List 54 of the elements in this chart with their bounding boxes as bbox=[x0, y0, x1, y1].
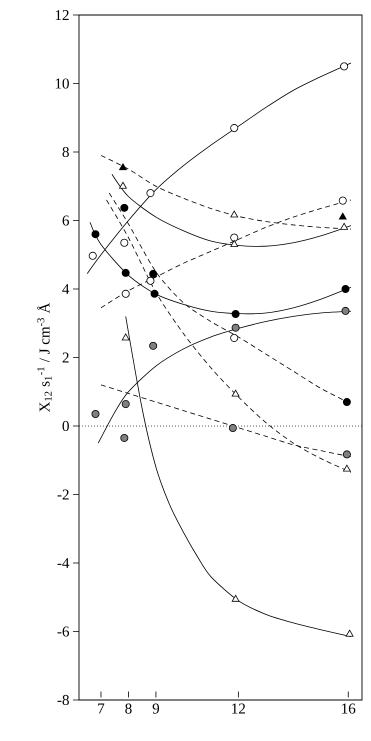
point bbox=[150, 290, 159, 298]
point bbox=[119, 163, 127, 170]
y-tick-label: 6 bbox=[62, 215, 70, 226]
point bbox=[346, 630, 354, 637]
point bbox=[230, 210, 238, 218]
point bbox=[342, 306, 350, 315]
point bbox=[230, 234, 238, 242]
point bbox=[342, 450, 351, 458]
point bbox=[119, 182, 127, 189]
point bbox=[343, 464, 351, 472]
point bbox=[342, 398, 351, 406]
point bbox=[120, 434, 128, 442]
point bbox=[230, 240, 238, 247]
y-tick-label: -6 bbox=[58, 626, 70, 637]
y-tick-label: -8 bbox=[58, 694, 69, 706]
point bbox=[146, 276, 154, 285]
y-tick-label: 10 bbox=[56, 78, 69, 89]
y-tick-label: 12 bbox=[56, 10, 69, 20]
point bbox=[340, 62, 348, 70]
point bbox=[149, 342, 158, 350]
point bbox=[91, 230, 100, 238]
point bbox=[91, 410, 100, 418]
point bbox=[230, 124, 238, 132]
point bbox=[122, 268, 130, 277]
point bbox=[149, 270, 158, 278]
y-axis-title: X$_{12}$ s$_{1}$$^{-1}$ / J cm$^{-3}$ Å bbox=[37, 302, 52, 412]
x-tick-label: 12 bbox=[232, 704, 246, 714]
point bbox=[146, 189, 154, 198]
point bbox=[122, 334, 130, 340]
point bbox=[232, 594, 240, 602]
x-tick-label: 9 bbox=[152, 704, 160, 714]
y-tick-label: 2 bbox=[62, 352, 69, 362]
point bbox=[120, 238, 128, 247]
point bbox=[228, 424, 237, 432]
point bbox=[88, 252, 97, 260]
point bbox=[232, 390, 240, 397]
point bbox=[120, 204, 128, 212]
y-tick-label: 0 bbox=[62, 420, 69, 432]
y-tick-label: 4 bbox=[62, 284, 70, 294]
y-tick-label: -4 bbox=[58, 558, 70, 568]
point bbox=[342, 285, 350, 293]
x-tick-label: 8 bbox=[125, 704, 132, 714]
y-tick-label: -2 bbox=[58, 490, 69, 500]
point bbox=[122, 290, 130, 298]
x-tick-label: 16 bbox=[342, 704, 356, 714]
y-tick-label: 8 bbox=[62, 146, 69, 158]
point bbox=[338, 196, 347, 205]
point bbox=[122, 400, 130, 408]
point bbox=[340, 222, 348, 230]
point bbox=[230, 334, 238, 342]
x-tick-label: 7 bbox=[98, 704, 104, 714]
point bbox=[232, 310, 240, 318]
point bbox=[338, 212, 347, 220]
point bbox=[232, 324, 240, 332]
